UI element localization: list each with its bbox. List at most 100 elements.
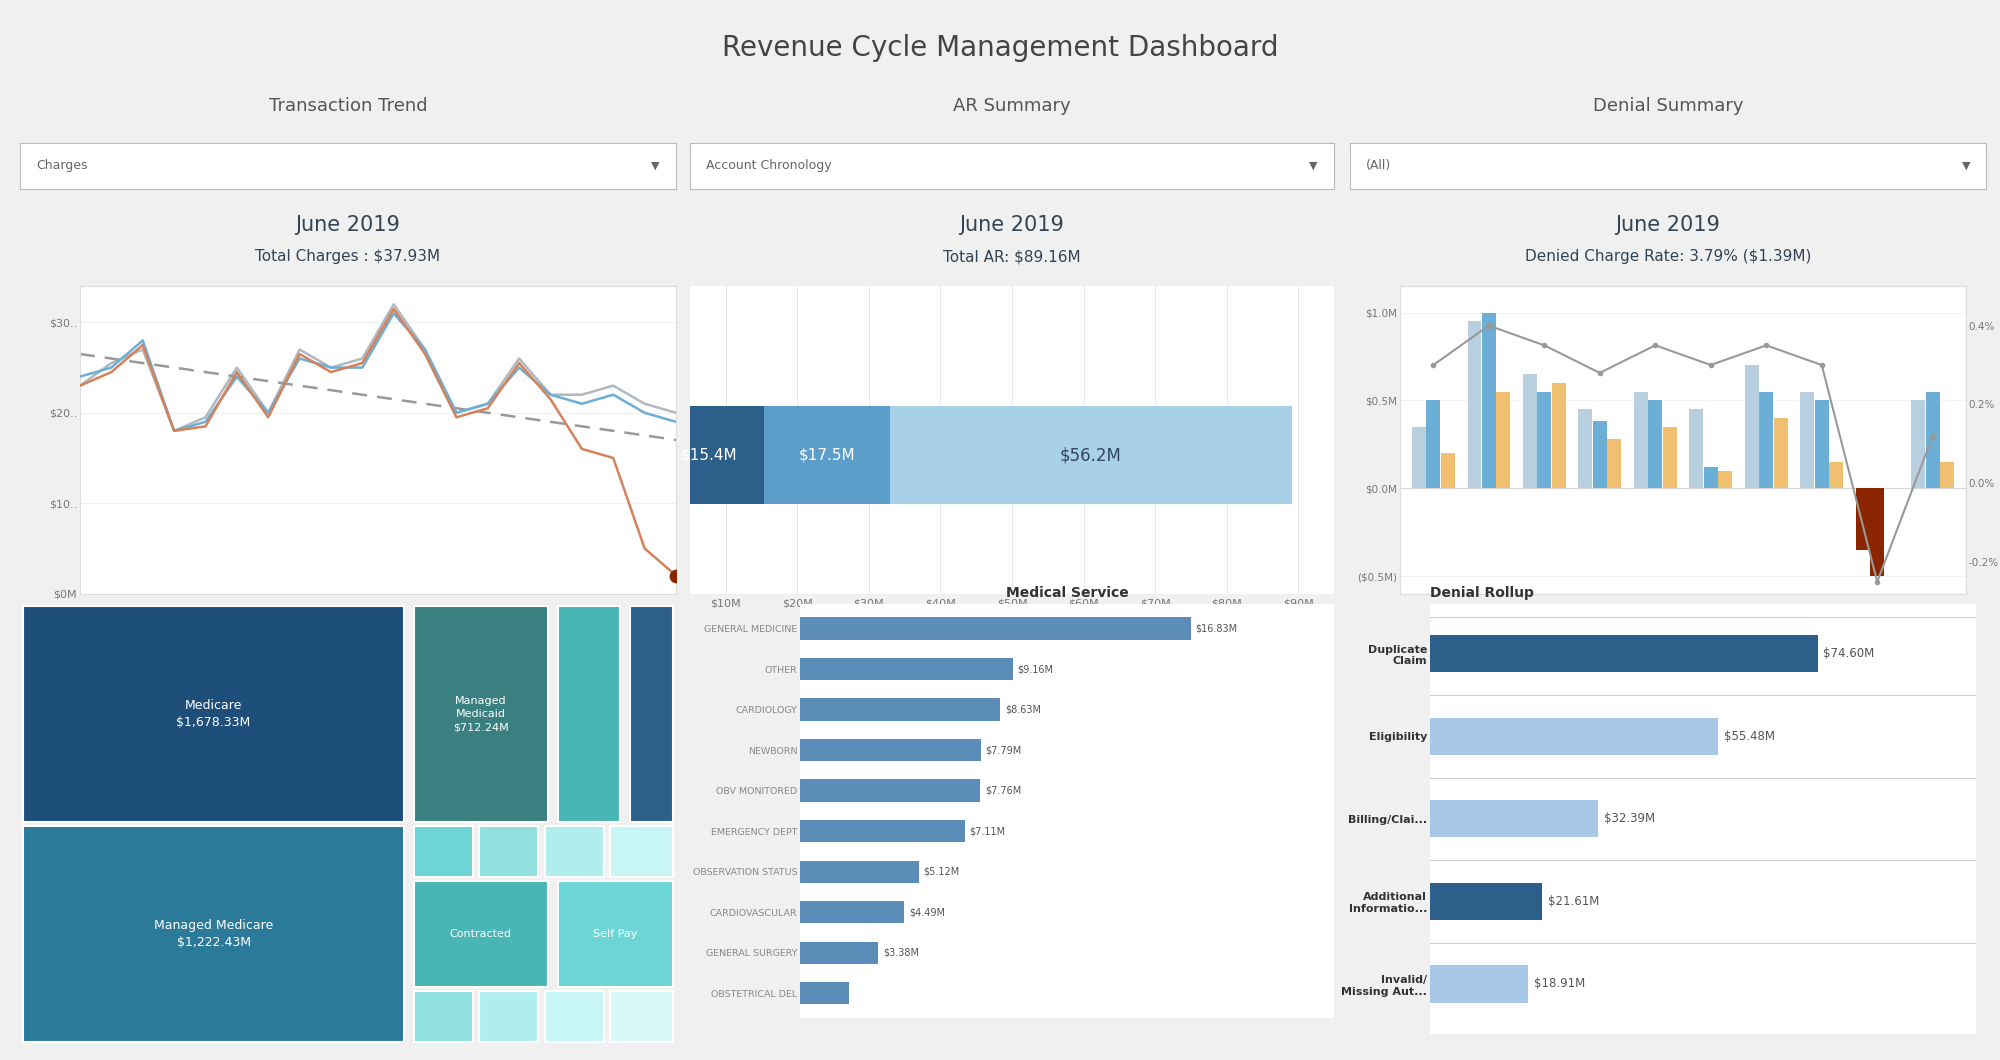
Bar bbox=[1592, 422, 1606, 489]
Text: Self Pay: Self Pay bbox=[594, 930, 638, 939]
Bar bbox=[544, 827, 604, 877]
Bar bbox=[1634, 391, 1648, 489]
Bar bbox=[1538, 391, 1552, 489]
Bar bbox=[1426, 401, 1440, 489]
Bar bbox=[1830, 462, 1844, 489]
Bar bbox=[1552, 383, 1566, 489]
Bar bbox=[1718, 471, 1732, 489]
Text: $18.91M: $18.91M bbox=[1534, 977, 1584, 990]
Text: $7.79M: $7.79M bbox=[986, 745, 1022, 755]
Text: Denial Rollup: Denial Rollup bbox=[1430, 586, 1534, 600]
Bar bbox=[1870, 489, 1884, 576]
Text: Total Charges : $37.93M: Total Charges : $37.93M bbox=[256, 249, 440, 264]
Bar bbox=[414, 827, 472, 877]
Bar bbox=[610, 991, 672, 1042]
Bar bbox=[800, 861, 918, 883]
Bar bbox=[764, 406, 890, 505]
Text: $74.60M: $74.60M bbox=[1824, 648, 1874, 660]
Bar bbox=[558, 606, 620, 822]
Bar bbox=[1608, 439, 1622, 489]
Text: Revenue Cycle Management Dashboard: Revenue Cycle Management Dashboard bbox=[722, 34, 1278, 61]
Text: Charges: Charges bbox=[36, 159, 88, 173]
Bar bbox=[24, 606, 404, 822]
Text: June 2019: June 2019 bbox=[296, 215, 400, 235]
Bar bbox=[1440, 453, 1454, 489]
Bar bbox=[1814, 401, 1828, 489]
Text: $5.12M: $5.12M bbox=[924, 867, 960, 877]
Bar bbox=[1662, 427, 1676, 489]
Text: $21.61M: $21.61M bbox=[1548, 895, 1598, 908]
Text: $56.2M: $56.2M bbox=[1060, 446, 1122, 464]
Bar bbox=[1774, 418, 1788, 489]
Bar bbox=[800, 941, 878, 964]
Text: $15.4M: $15.4M bbox=[682, 447, 738, 463]
Bar bbox=[800, 901, 904, 923]
Bar bbox=[1912, 401, 1926, 489]
Text: Medicare
$1,678.33M: Medicare $1,678.33M bbox=[176, 700, 250, 729]
Text: June 2019: June 2019 bbox=[960, 215, 1064, 235]
Bar bbox=[558, 881, 672, 987]
Bar bbox=[1648, 401, 1662, 489]
Bar bbox=[800, 779, 980, 801]
Text: Account Chronology: Account Chronology bbox=[706, 159, 832, 173]
Title: Medical Service: Medical Service bbox=[1006, 586, 1128, 600]
Text: Denied Charge Rate: 3.79% ($1.39M): Denied Charge Rate: 3.79% ($1.39M) bbox=[1524, 249, 1812, 264]
Text: ▼: ▼ bbox=[1310, 161, 1318, 171]
Text: $55.48M: $55.48M bbox=[1724, 729, 1774, 743]
Text: Denial Summary: Denial Summary bbox=[1592, 98, 1744, 114]
Text: $3.38M: $3.38M bbox=[884, 948, 920, 958]
Bar bbox=[1856, 489, 1870, 550]
Bar bbox=[1482, 313, 1496, 489]
Text: $8.63M: $8.63M bbox=[1006, 705, 1042, 714]
Bar bbox=[414, 606, 548, 822]
Bar bbox=[800, 983, 848, 1005]
Bar bbox=[1412, 427, 1426, 489]
Bar bbox=[610, 827, 672, 877]
Bar bbox=[414, 881, 548, 987]
Point bbox=[660, 567, 692, 584]
Text: Managed Medicare
$1,222.43M: Managed Medicare $1,222.43M bbox=[154, 919, 274, 949]
Bar bbox=[1468, 321, 1482, 489]
Bar bbox=[1800, 391, 1814, 489]
Text: $9.16M: $9.16M bbox=[1018, 664, 1054, 674]
Bar bbox=[480, 827, 538, 877]
Bar bbox=[654, 406, 764, 505]
Text: Managed
Medicaid
$712.24M: Managed Medicaid $712.24M bbox=[452, 696, 508, 732]
Bar bbox=[1430, 883, 1542, 920]
Bar bbox=[1704, 467, 1718, 489]
Bar bbox=[1690, 409, 1704, 489]
Bar bbox=[1430, 635, 1818, 672]
Bar bbox=[800, 658, 1012, 681]
Text: $7.76M: $7.76M bbox=[984, 785, 1022, 796]
Bar bbox=[414, 991, 472, 1042]
Bar bbox=[544, 991, 604, 1042]
Bar bbox=[800, 820, 966, 843]
Bar bbox=[1940, 462, 1954, 489]
Bar bbox=[800, 739, 980, 761]
Bar bbox=[1578, 409, 1592, 489]
Bar bbox=[480, 991, 538, 1042]
Bar bbox=[1496, 391, 1510, 489]
Bar bbox=[1760, 391, 1774, 489]
Bar bbox=[890, 406, 1292, 505]
Bar bbox=[1430, 718, 1718, 755]
Text: $32.39M: $32.39M bbox=[1604, 812, 1654, 826]
Bar bbox=[24, 827, 404, 1042]
Bar bbox=[1926, 391, 1940, 489]
Text: June 2019: June 2019 bbox=[1616, 215, 1720, 235]
Text: Transaction Trend: Transaction Trend bbox=[268, 98, 428, 114]
Text: AR Summary: AR Summary bbox=[954, 98, 1070, 114]
Bar bbox=[800, 699, 1000, 721]
Bar bbox=[1430, 966, 1528, 1003]
Text: $4.49M: $4.49M bbox=[908, 907, 944, 917]
Text: (All): (All) bbox=[1366, 159, 1392, 173]
Text: $17.5M: $17.5M bbox=[798, 447, 856, 463]
Text: $16.83M: $16.83M bbox=[1196, 623, 1238, 634]
Text: Total AR: $89.16M: Total AR: $89.16M bbox=[944, 249, 1080, 264]
Text: Contracted: Contracted bbox=[450, 930, 512, 939]
Bar bbox=[800, 617, 1190, 639]
Bar bbox=[630, 606, 672, 822]
Text: ▼: ▼ bbox=[1962, 161, 1970, 171]
Bar bbox=[1744, 366, 1758, 489]
Bar bbox=[1522, 374, 1536, 489]
